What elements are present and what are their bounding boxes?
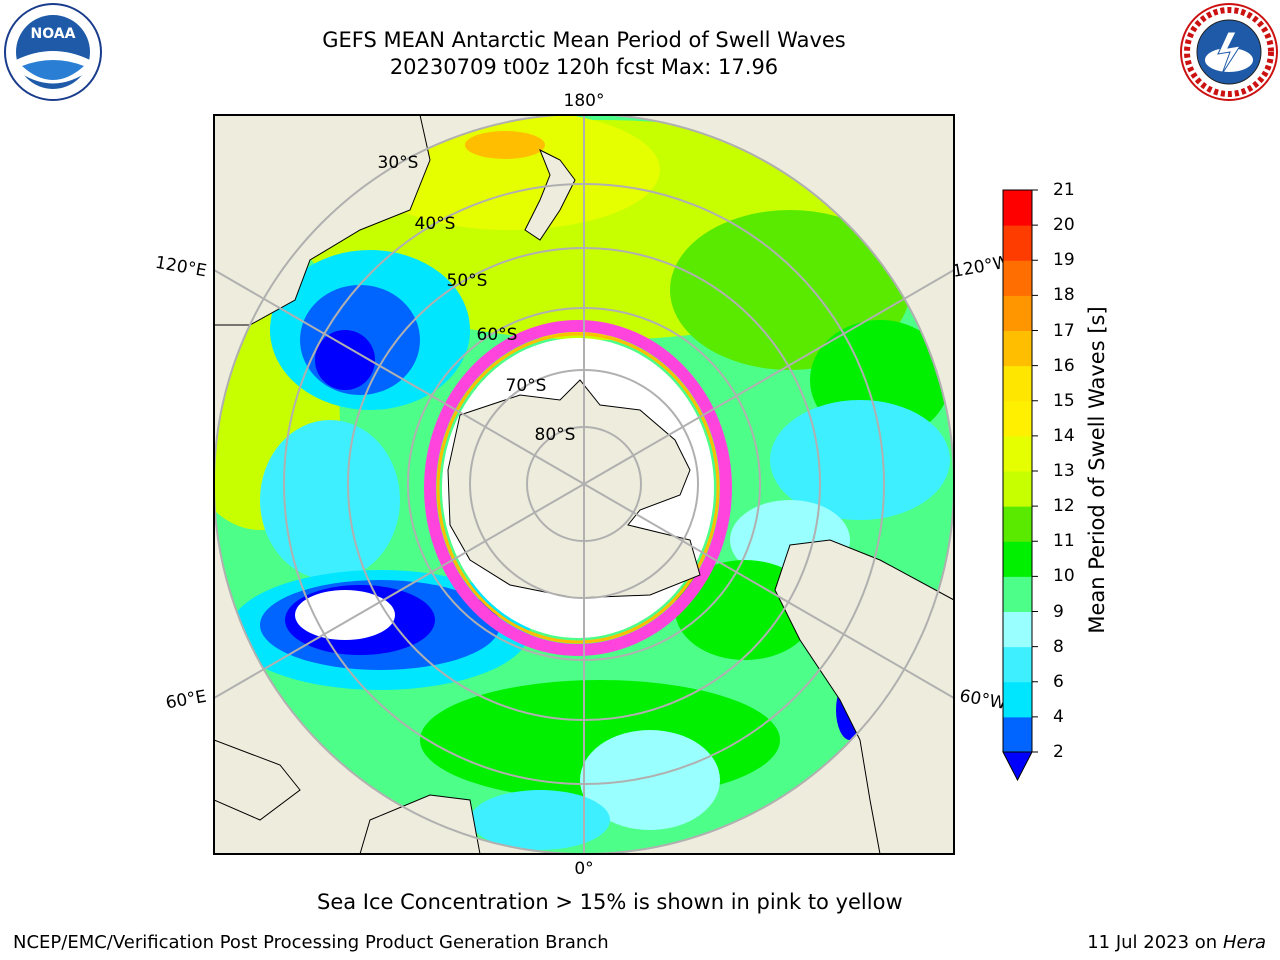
colorbar-swatch xyxy=(1003,225,1032,261)
colorbar-swatch xyxy=(1003,190,1032,226)
colorbar-swatch xyxy=(1003,681,1032,718)
footer-branch: NCEP/EMC/Verification Post Processing Pr… xyxy=(13,932,609,953)
footer-date: 11 Jul 2023 on Hera xyxy=(1087,932,1266,953)
colorbar-swatch xyxy=(1003,295,1032,331)
colorbar-tick-label: 11 xyxy=(1053,531,1075,552)
colorbar-tick-label: 17 xyxy=(1053,320,1075,341)
colorbar-tick-label: 20 xyxy=(1053,215,1075,236)
lat-label-70: 70°S xyxy=(506,376,547,396)
lon-label-60e: 60°E xyxy=(164,687,208,714)
colorbar-swatch xyxy=(1003,576,1032,612)
colorbar-swatch xyxy=(1003,471,1032,507)
map-frame xyxy=(213,114,955,855)
colorbar-tick-label: 12 xyxy=(1053,496,1075,517)
madagascar-landmass xyxy=(214,739,301,821)
colorbar-swatch xyxy=(1003,506,1032,542)
lon-label-120w: 120°W xyxy=(951,252,1012,282)
colorbar-swatch xyxy=(1003,541,1032,577)
lat-label-50: 50°S xyxy=(447,271,488,291)
longitude-gridlines xyxy=(214,115,954,854)
australia-landmass xyxy=(214,115,431,326)
colorbar-tick-label: 21 xyxy=(1053,180,1075,200)
colorbar xyxy=(1002,189,1038,782)
lat-label-80: 80°S xyxy=(535,425,576,445)
colorbar-tick-label: 10 xyxy=(1053,566,1075,587)
colorbar-swatch xyxy=(1003,611,1032,648)
map-area: 30°S 40°S 50°S 60°S 70°S 80°S xyxy=(214,115,954,854)
lon-label-180: 180° xyxy=(564,91,605,111)
svg-text:NOAA: NOAA xyxy=(31,26,76,42)
sea-ice-caption: Sea Ice Concentration > 15% is shown in … xyxy=(317,890,903,914)
colorbar-swatch xyxy=(1003,400,1032,437)
colorbar-tick-label: 18 xyxy=(1053,285,1075,306)
colorbar-swatch xyxy=(1003,716,1032,753)
colorbar-tick-label: 13 xyxy=(1053,461,1075,481)
colorbar-tick-label: 15 xyxy=(1053,390,1075,411)
lat-label-30: 30°S xyxy=(378,153,419,173)
colorbar-tick-label: 9 xyxy=(1053,601,1064,622)
footer-host: Hera xyxy=(1222,932,1266,953)
plot-title: GEFS MEAN Antarctic Mean Period of Swell… xyxy=(322,28,846,52)
colorbar-under-arrow xyxy=(1002,751,1033,782)
new-zealand-landmass xyxy=(524,148,576,241)
lat-label-40: 40°S xyxy=(415,214,456,234)
colorbar-swatch xyxy=(1003,646,1032,683)
colorbar-swatch xyxy=(1003,365,1032,402)
lon-label-0: 0° xyxy=(574,859,593,879)
colorbar-label: Mean Period of Swell Waves [s] xyxy=(1085,306,1109,634)
colorbar-swatch xyxy=(1003,260,1032,296)
noaa-logo: NOAA xyxy=(4,3,102,101)
colorbar-tick-label: 14 xyxy=(1053,425,1075,446)
latitude-labels: 30°S 40°S 50°S 60°S 70°S 80°S xyxy=(378,153,576,445)
colorbar-tick-label: 8 xyxy=(1053,636,1064,657)
colorbar-tick-label: 16 xyxy=(1053,355,1075,376)
plot-subtitle: 20230709 t00z 120h fcst Max: 17.96 xyxy=(389,55,779,79)
colorbar-tick-label: 19 xyxy=(1053,250,1075,271)
nws-logo xyxy=(1180,3,1278,101)
africa-landmass xyxy=(359,794,481,854)
south-america-landmass xyxy=(774,539,954,854)
colorbar-tick-label: 2 xyxy=(1053,742,1064,762)
lon-label-60w: 60°W xyxy=(958,686,1008,714)
footer-date-text: 11 Jul 2023 on xyxy=(1087,932,1223,953)
lon-label-120e: 120°E xyxy=(154,253,208,282)
colorbar-swatch xyxy=(1003,435,1032,472)
colorbar-tick-label: 6 xyxy=(1053,671,1064,692)
lat-label-60: 60°S xyxy=(477,325,518,345)
colorbar-swatch xyxy=(1003,330,1032,367)
colorbar-tick-label: 4 xyxy=(1053,706,1064,727)
